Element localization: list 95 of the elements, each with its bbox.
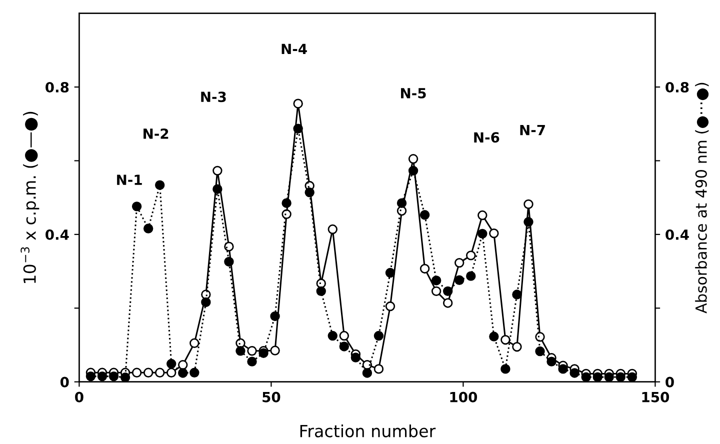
- point: [212, 166, 222, 176]
- point: [247, 346, 257, 356]
- point: [316, 286, 326, 296]
- point: [500, 334, 510, 345]
- point: [466, 250, 476, 260]
- point: [282, 198, 292, 208]
- x-tick-label: 50: [262, 392, 280, 402]
- point: [442, 298, 453, 308]
- point: [108, 371, 119, 382]
- x-axis-title: Fraction number: [300, 424, 436, 438]
- point: [270, 311, 280, 322]
- point: [512, 290, 522, 300]
- annotation: N-3: [201, 92, 226, 102]
- point: [442, 286, 453, 296]
- point: [201, 297, 211, 308]
- point: [489, 228, 499, 238]
- point: [408, 154, 418, 164]
- point: [374, 330, 384, 341]
- point: [374, 364, 384, 374]
- point: [362, 368, 372, 378]
- point: [535, 332, 545, 342]
- point: [524, 199, 534, 210]
- point: [143, 368, 154, 378]
- point: [512, 342, 522, 352]
- point: [478, 228, 488, 239]
- point: [166, 368, 176, 378]
- y-tick-label: 0.8: [46, 82, 69, 92]
- point: [558, 364, 568, 374]
- point: [604, 372, 614, 382]
- annotation: N-4: [282, 44, 307, 54]
- y2-axis-title: Absorbance at 490 nm (●···●): [695, 82, 709, 314]
- point: [224, 242, 234, 252]
- point: [592, 372, 602, 382]
- point: [581, 372, 591, 382]
- point: [304, 188, 314, 198]
- x-tick-label: 100: [450, 392, 478, 402]
- point: [236, 346, 246, 356]
- point: [247, 356, 257, 366]
- point: [385, 268, 396, 278]
- y-axis-title: 10$^{−3}$ x c.p.m. (●—●): [20, 112, 40, 283]
- point: [431, 286, 442, 296]
- point: [408, 166, 418, 176]
- annotation: N-6: [474, 132, 500, 143]
- point: [396, 198, 407, 208]
- point: [132, 368, 142, 378]
- point: [178, 368, 188, 378]
- point: [97, 371, 108, 382]
- point: [143, 224, 154, 234]
- point: [190, 368, 200, 378]
- y2-tick-label: 0.8: [666, 82, 689, 92]
- point: [328, 224, 338, 234]
- point: [524, 217, 534, 227]
- point: [616, 372, 626, 382]
- point: [293, 124, 303, 134]
- point: [350, 352, 361, 362]
- point: [212, 184, 222, 194]
- point: [154, 180, 165, 190]
- point: [454, 258, 464, 268]
- point: [570, 368, 580, 378]
- point: [339, 342, 350, 352]
- point: [270, 346, 280, 356]
- point: [190, 338, 200, 348]
- point: [500, 364, 510, 374]
- x-tick-label: 150: [642, 392, 670, 402]
- point: [431, 276, 442, 286]
- point: [166, 358, 176, 369]
- point: [420, 264, 430, 274]
- point: [282, 209, 292, 220]
- point: [466, 271, 476, 281]
- point: [339, 330, 350, 341]
- point: [489, 332, 499, 342]
- point: [478, 210, 488, 220]
- y2-tick-label: 0.4: [666, 229, 689, 240]
- point: [546, 356, 556, 366]
- y-tick-label: 0.4: [46, 229, 69, 240]
- point: [86, 371, 96, 382]
- annotation: N-2: [144, 128, 168, 139]
- point: [224, 256, 234, 267]
- point: [132, 202, 142, 212]
- point: [120, 372, 130, 382]
- point: [535, 346, 545, 356]
- point: [454, 275, 464, 285]
- point: [293, 98, 303, 108]
- annotation: N-7: [520, 124, 545, 136]
- point: [328, 330, 338, 341]
- annotation: N-1: [117, 174, 142, 185]
- point: [627, 372, 638, 382]
- x-tick-label: 0: [75, 392, 84, 402]
- point: [420, 210, 430, 220]
- y-tick-label: 0: [60, 376, 69, 388]
- point: [154, 368, 165, 378]
- point: [178, 360, 188, 370]
- point: [385, 301, 396, 312]
- annotation: N-5: [401, 88, 426, 98]
- y2-tick-label: 0: [666, 376, 674, 388]
